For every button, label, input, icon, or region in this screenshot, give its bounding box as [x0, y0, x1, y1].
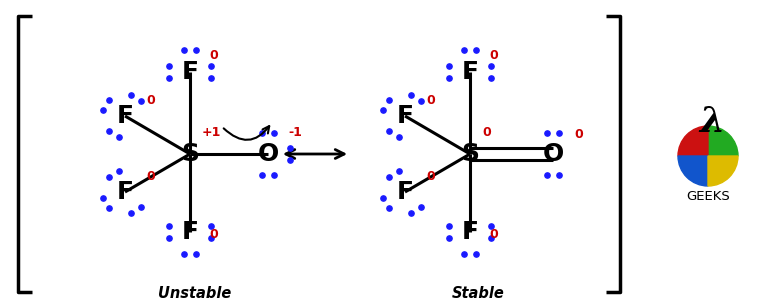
Text: 0: 0	[482, 125, 492, 139]
Text: 0: 0	[490, 48, 498, 62]
Wedge shape	[708, 126, 738, 156]
Wedge shape	[708, 156, 738, 186]
Text: S: S	[181, 142, 199, 166]
Text: S: S	[461, 142, 479, 166]
Text: GEEKS: GEEKS	[686, 189, 730, 203]
Text: 0: 0	[210, 48, 218, 62]
Text: F: F	[462, 220, 478, 244]
Text: Stable: Stable	[452, 285, 505, 300]
Text: F: F	[396, 180, 413, 204]
Text: F: F	[462, 60, 478, 84]
Text: λ: λ	[700, 105, 725, 139]
Wedge shape	[678, 156, 708, 186]
Text: 0: 0	[490, 227, 498, 241]
Text: 0: 0	[147, 94, 155, 106]
Text: 0: 0	[574, 128, 584, 140]
Text: 0: 0	[210, 227, 218, 241]
Wedge shape	[678, 126, 708, 156]
Text: F: F	[181, 60, 198, 84]
Text: +1: +1	[201, 126, 220, 140]
Text: O: O	[542, 142, 564, 166]
Text: O: O	[257, 142, 279, 166]
Text: 0: 0	[427, 94, 435, 106]
Text: -1: -1	[288, 125, 302, 139]
Text: 0: 0	[427, 170, 435, 182]
Text: Unstable: Unstable	[158, 285, 232, 300]
Text: 0: 0	[147, 170, 155, 182]
FancyArrowPatch shape	[223, 126, 270, 140]
Text: F: F	[181, 220, 198, 244]
Text: F: F	[117, 104, 134, 128]
Text: F: F	[396, 104, 413, 128]
Text: F: F	[117, 180, 134, 204]
